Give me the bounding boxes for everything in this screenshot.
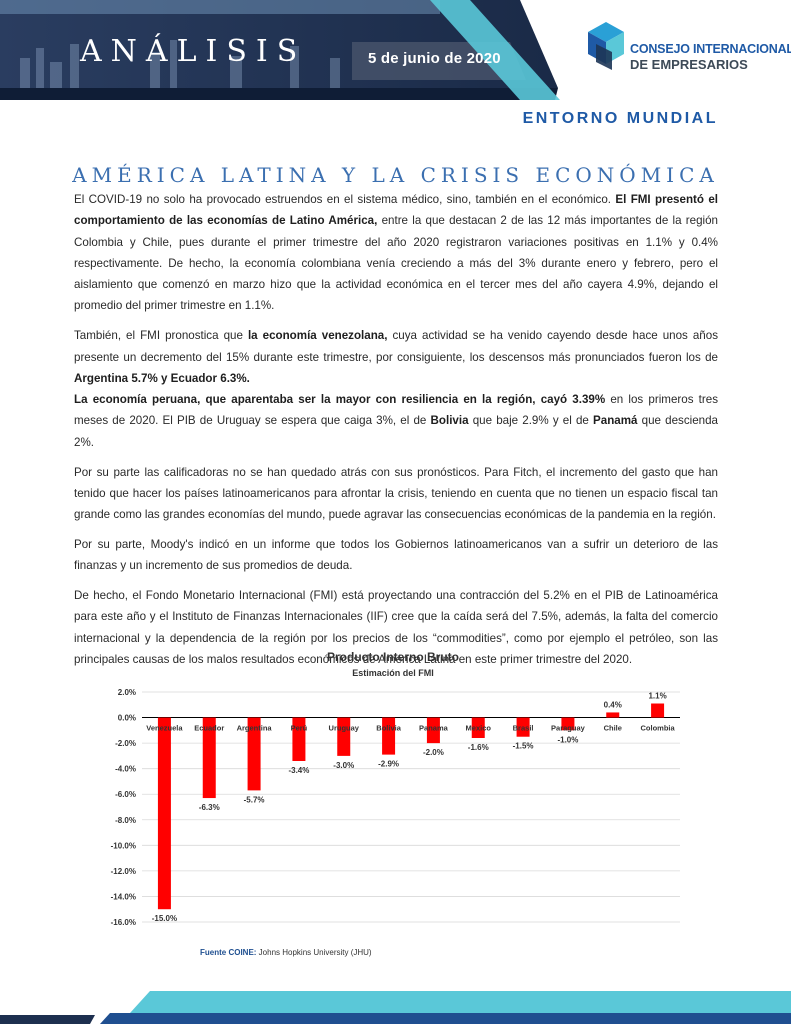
chart-bar: [157, 717, 171, 910]
logo-text-line1: CONSEJO INTERNACIONAL: [630, 42, 791, 56]
paragraph-5: De hecho, el Fondo Monetario Internacion…: [74, 589, 718, 666]
data-label: -6.3%: [199, 803, 220, 812]
article-title: AMÉRICA LATINA Y LA CRISIS ECONÓMICA: [72, 163, 719, 187]
category-label: Uruguay: [329, 724, 360, 733]
category-label: Panama: [419, 724, 449, 733]
y-tick-label: -10.0%: [111, 841, 136, 850]
y-tick-label: -4.0%: [115, 765, 136, 774]
data-label: 0.4%: [604, 700, 622, 709]
banner-background: [0, 0, 560, 100]
text-run: que descienda 2%.: [74, 414, 718, 449]
chart-bar: [426, 717, 440, 744]
footer-decoration: [0, 991, 791, 1024]
chart-bar: [561, 717, 575, 731]
y-tick-label: -14.0%: [111, 892, 136, 901]
bold-text-run: Panamá: [593, 414, 638, 428]
chart-bar: [651, 703, 665, 718]
category-label: Argentina: [237, 724, 273, 733]
text-run: También, el FMI pronostica que: [74, 329, 248, 343]
bold-text-run: La economía peruana, que aparentaba ser …: [74, 393, 606, 407]
y-tick-label: -6.0%: [115, 790, 136, 799]
category-label: Mexico: [466, 724, 492, 733]
report-type-title: ANÁLISIS: [80, 34, 307, 69]
chart-bar: [471, 717, 485, 738]
logo-text-line2: DE EMPRESARIOS: [630, 57, 748, 72]
bold-text-run: El FMI presentó el comportamiento de las…: [74, 193, 718, 228]
chart-source: Fuente COINE: Johns Hopkins University (…: [200, 948, 372, 957]
paragraph-4: Por su parte, Moody's indicó en un infor…: [74, 537, 718, 573]
text-run: cuya actividad se ha venido cayendo desd…: [74, 329, 719, 364]
gdp-bar-chart: Producto Interno Bruto Estimación del FM…: [98, 640, 688, 970]
chart-bar: [247, 717, 261, 791]
y-tick-label: -8.0%: [115, 816, 136, 825]
bold-text-run: Bolivia: [430, 414, 469, 428]
category-label: Perú: [291, 724, 308, 733]
bold-text-run: la economía venezolana,: [247, 329, 388, 343]
paragraph-2: También, el FMI pronostica que la econom…: [74, 325, 718, 453]
data-label: -3.4%: [288, 766, 309, 775]
article-body: El COVID-19 no solo ha provocado estruen…: [74, 189, 718, 679]
section-label: ENTORNO MUNDIAL: [522, 110, 718, 127]
category-label: Paraguay: [551, 724, 586, 733]
data-label: -15.0%: [152, 914, 177, 923]
chart-bar: [382, 717, 396, 755]
data-label: 1.1%: [648, 692, 666, 701]
footer-banner: [0, 985, 791, 1024]
category-label: Chile: [604, 724, 622, 733]
chart-title: Producto Interno Bruto: [327, 650, 459, 664]
data-label: -2.9%: [378, 760, 399, 769]
source-text: Johns Hopkins University (JHU): [256, 948, 372, 957]
y-tick-label: -12.0%: [111, 867, 136, 876]
y-tick-label: 0.0%: [118, 714, 136, 723]
source-label: Fuente COINE:: [200, 948, 257, 957]
category-label: Colombia: [640, 724, 675, 733]
text-run: entre la que destacan 2 de las 12 más im…: [74, 214, 718, 313]
coine-cube-logo-icon: [588, 22, 624, 70]
category-label: Bolivia: [376, 724, 401, 733]
chart-bar: [606, 712, 620, 718]
data-label: -1.5%: [513, 742, 534, 751]
company-logo: CONSEJO INTERNACIONAL DE EMPRESARIOS: [586, 22, 791, 74]
text-run: en los primeros tres meses de 2020. El P…: [74, 393, 718, 428]
paragraph-1: El COVID-19 no solo ha provocado estruen…: [74, 189, 718, 317]
text-run: El COVID-19 no solo ha provocado estruen…: [74, 193, 616, 206]
chart-bar: [337, 717, 351, 756]
data-label: -1.6%: [468, 743, 489, 752]
bold-text-run: Argentina 5.7% y Ecuador 6.3%.: [74, 371, 250, 385]
report-date: 5 de junio de 2020: [368, 50, 501, 67]
chart-subtitle: Estimación del FMI: [352, 668, 434, 678]
category-label: Venezuela: [146, 724, 183, 733]
chart-bar: [292, 717, 306, 761]
paragraph-3: Por su parte las calificadoras no se han…: [74, 465, 718, 522]
data-label: -3.0%: [333, 761, 354, 770]
category-label: Ecuador: [194, 724, 224, 733]
data-label: -2.0%: [423, 748, 444, 757]
text-run: que baje 2.9% y el de: [468, 414, 594, 428]
y-tick-label: -16.0%: [111, 918, 136, 927]
y-tick-label: -2.0%: [115, 739, 136, 748]
category-label: Brasil: [513, 724, 534, 733]
chart-plot-area: 2.0% 0.0% -2.0% -4.0% -6.0% -8.0% -10.0% -12.0%…: [111, 688, 680, 927]
y-tick-label: 2.0%: [118, 688, 136, 697]
header-banner: ANÁLISIS 5 de junio de 2020: [0, 0, 560, 100]
data-label: -5.7%: [244, 795, 265, 804]
data-label: -1.0%: [557, 735, 578, 744]
chart-bar: [516, 717, 530, 737]
chart-bar: [202, 717, 216, 799]
